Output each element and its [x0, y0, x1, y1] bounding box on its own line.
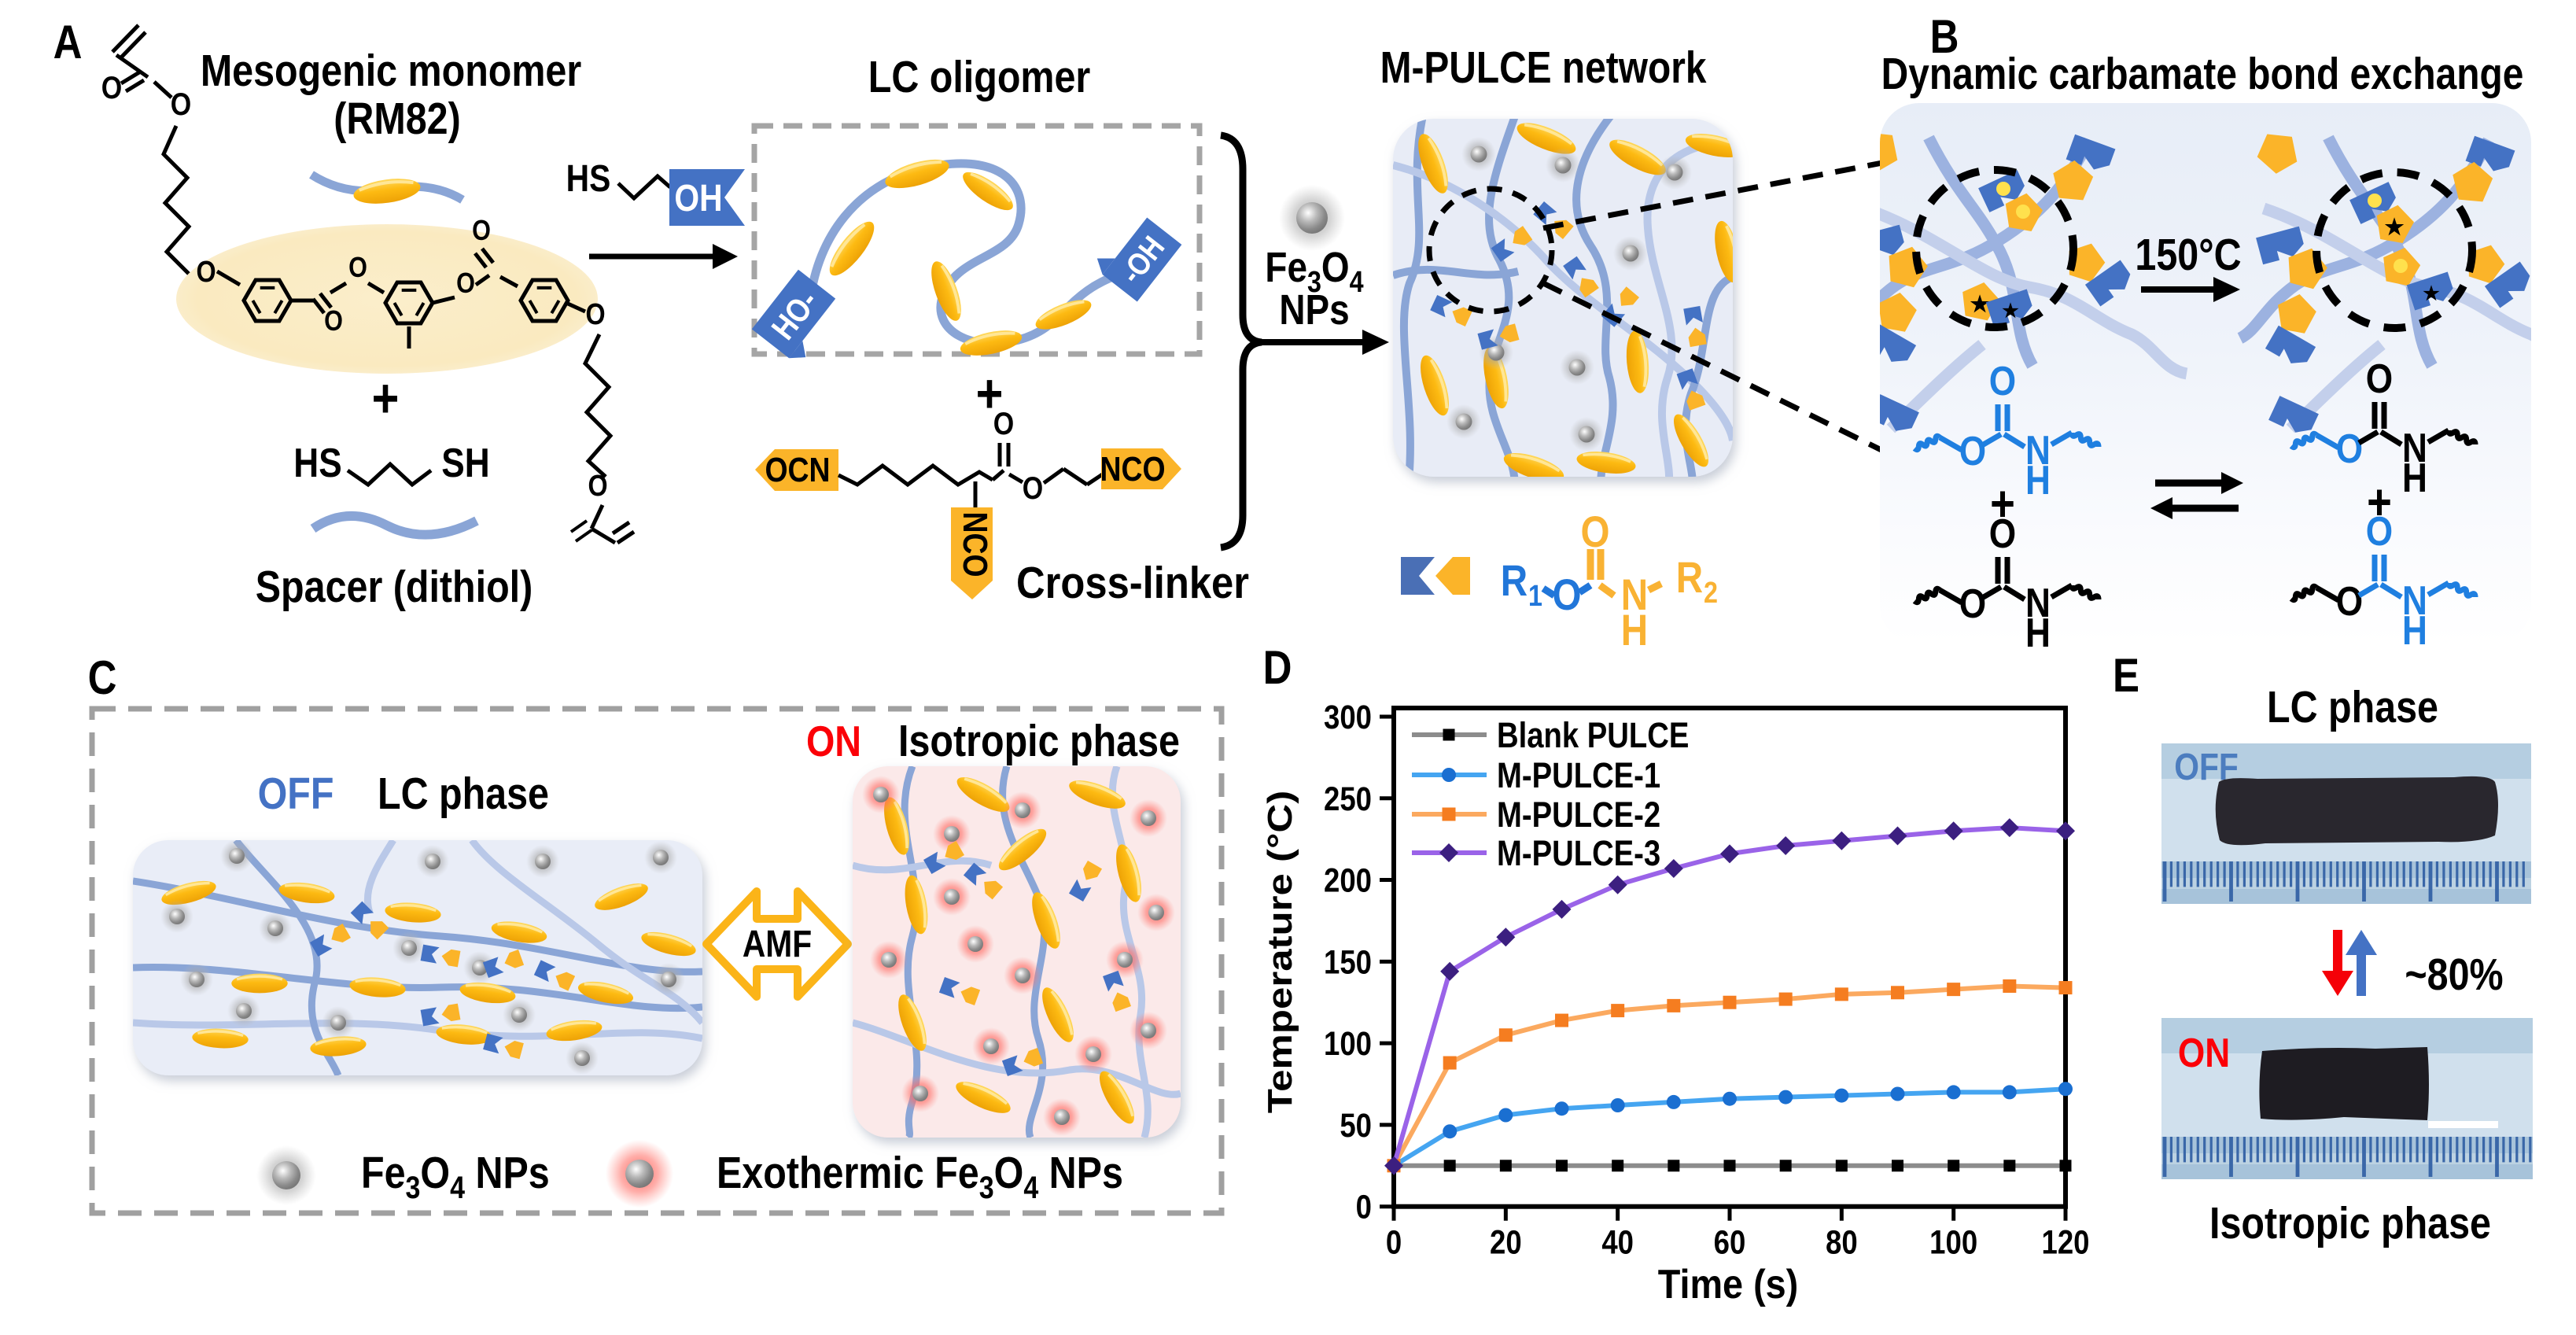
svg-text:D: D — [1263, 641, 1292, 694]
svg-text:AMF: AMF — [743, 924, 812, 965]
svg-text:SH: SH — [441, 441, 489, 486]
svg-text:H: H — [2402, 608, 2427, 654]
svg-text:20: 20 — [1490, 1224, 1522, 1261]
svg-text:2: 2 — [1704, 577, 1718, 610]
svg-text:Spacer (dithiol): Spacer (dithiol) — [256, 562, 533, 612]
svg-text:O: O — [472, 216, 491, 247]
svg-text:O: O — [348, 253, 367, 284]
svg-text:Dynamic carbamate bond exchang: Dynamic carbamate bond exchange — [1881, 49, 2524, 99]
svg-text:O: O — [456, 268, 475, 300]
svg-text:O: O — [1989, 359, 2016, 404]
svg-text:NCO: NCO — [956, 511, 995, 577]
svg-text:OFF: OFF — [258, 769, 334, 819]
svg-text:O: O — [324, 306, 343, 337]
svg-text:+: + — [2367, 474, 2392, 530]
svg-text:Exothermic Fe3O4 NPs: Exothermic Fe3O4 NPs — [717, 1148, 1123, 1204]
svg-text:+: + — [976, 362, 1004, 424]
svg-text:★: ★ — [2002, 301, 2019, 322]
svg-text:ON: ON — [806, 717, 861, 765]
svg-text:O: O — [2366, 509, 2393, 555]
svg-text:O: O — [1989, 511, 2016, 557]
svg-text:★: ★ — [1970, 292, 1989, 316]
svg-text:M-PULCE-1: M-PULCE-1 — [1497, 755, 1660, 795]
svg-text:ON: ON — [2178, 1031, 2230, 1076]
svg-text:250: 250 — [1324, 780, 1372, 817]
svg-text:300: 300 — [1324, 699, 1372, 736]
svg-text:Isotropic phase: Isotropic phase — [898, 716, 1180, 766]
svg-text:100: 100 — [1324, 1025, 1372, 1062]
svg-text:O: O — [101, 69, 122, 105]
svg-text:80: 80 — [1826, 1224, 1858, 1261]
svg-text:E: E — [2113, 649, 2139, 702]
svg-text:NCO: NCO — [1100, 449, 1165, 489]
svg-text:Time (s): Time (s) — [1658, 1262, 1799, 1307]
svg-text:B: B — [1930, 10, 1959, 63]
svg-text:O: O — [1959, 581, 1986, 627]
svg-text:H: H — [2025, 610, 2051, 656]
svg-text:N: N — [1621, 570, 1648, 619]
svg-text:O: O — [1023, 470, 1043, 505]
svg-text:M-PULCE-2: M-PULCE-2 — [1497, 795, 1660, 835]
svg-text:HS: HS — [293, 441, 341, 486]
svg-text:OH: OH — [674, 178, 722, 219]
svg-text:Blank PULCE: Blank PULCE — [1497, 715, 1689, 755]
svg-text:50: 50 — [1340, 1107, 1372, 1144]
svg-text:N: N — [2025, 581, 2051, 626]
svg-text:LC oligomer: LC oligomer — [868, 52, 1091, 102]
svg-text:★: ★ — [2423, 283, 2440, 304]
svg-text:O: O — [2336, 426, 2363, 472]
svg-text:200: 200 — [1324, 862, 1372, 899]
svg-text:O: O — [1552, 570, 1581, 619]
svg-text:O: O — [1580, 507, 1609, 556]
svg-text:150: 150 — [1324, 944, 1372, 981]
svg-text:C: C — [88, 651, 117, 704]
svg-text:HS: HS — [566, 158, 611, 200]
svg-text:O: O — [585, 298, 605, 331]
svg-text:Mesogenic monomer: Mesogenic monomer — [201, 46, 581, 96]
svg-text:M-PULCE network: M-PULCE network — [1380, 42, 1708, 93]
svg-text:O: O — [2336, 579, 2363, 625]
svg-text:(RM82): (RM82) — [334, 94, 460, 144]
svg-text:N: N — [2025, 428, 2051, 474]
svg-text:A: A — [53, 16, 83, 68]
svg-text:O: O — [171, 86, 191, 121]
svg-text:Cross-linker: Cross-linker — [1016, 558, 1249, 607]
svg-text:~80%: ~80% — [2405, 950, 2503, 1000]
svg-text:N: N — [2402, 426, 2427, 471]
svg-text:Isotropic phase: Isotropic phase — [2209, 1198, 2491, 1248]
svg-text:H: H — [1621, 606, 1648, 655]
svg-text:O: O — [588, 470, 607, 503]
svg-text:150°C: 150°C — [2135, 230, 2241, 280]
svg-text:Temperature (°C): Temperature (°C) — [1262, 791, 1300, 1113]
svg-text:100: 100 — [1929, 1224, 1977, 1261]
svg-text:O: O — [2366, 356, 2393, 402]
svg-text:M-PULCE-3: M-PULCE-3 — [1497, 833, 1660, 873]
svg-text:O: O — [993, 405, 1014, 441]
svg-text:NPs: NPs — [1279, 286, 1349, 334]
svg-text:O: O — [1959, 429, 1986, 474]
svg-text:N: N — [2402, 578, 2427, 624]
svg-text:H: H — [2402, 455, 2427, 501]
svg-text:+: + — [1990, 475, 2015, 532]
svg-text:R: R — [1501, 556, 1528, 605]
svg-text:H: H — [2025, 458, 2051, 503]
svg-text:60: 60 — [1714, 1224, 1746, 1261]
svg-text:1: 1 — [1528, 580, 1542, 613]
svg-text:OCN: OCN — [765, 450, 830, 489]
svg-text:★: ★ — [2384, 215, 2404, 239]
svg-text:0: 0 — [1356, 1189, 1372, 1226]
svg-text:120: 120 — [2042, 1224, 2090, 1261]
svg-text:LC phase: LC phase — [2267, 682, 2438, 732]
svg-text:LC phase: LC phase — [378, 769, 549, 819]
svg-text:0: 0 — [1386, 1224, 1402, 1261]
svg-text:O: O — [196, 256, 216, 289]
svg-text:R: R — [1676, 553, 1703, 602]
svg-text:40: 40 — [1601, 1224, 1634, 1261]
svg-text:+: + — [372, 367, 400, 429]
